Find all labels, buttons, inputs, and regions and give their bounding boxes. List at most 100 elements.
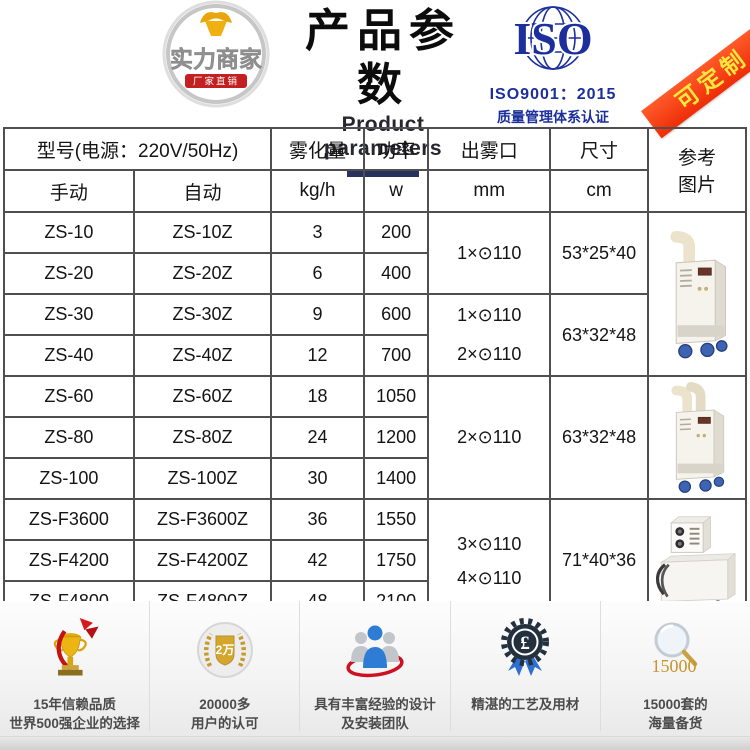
iso-cert-name: 质量管理体系认证 (497, 109, 609, 125)
model-manual: ZS-80 (3, 416, 135, 459)
medal-icon: 2万 (196, 622, 253, 678)
model-manual: ZS-100 (3, 457, 135, 500)
atomization-value: 30 (270, 457, 365, 500)
badge-text-line1: 具有丰富经验的设计 (314, 697, 436, 712)
badge-stock: 15000 15000套的 海量备货 (599, 601, 750, 731)
size-value: 53*25*40 (549, 211, 650, 295)
model-manual: ZS-30 (3, 293, 135, 336)
bull-head-icon (205, 21, 227, 36)
outlet-value: 1×⊙110 2×⊙110 (427, 293, 552, 377)
unit-outlet: mm (427, 169, 552, 213)
outlet-line: 4×⊙110 (457, 567, 522, 588)
table-row: ZS-20 ZS-20Z 6 400 (3, 252, 746, 295)
model-manual: ZS-40 (3, 334, 135, 377)
table-row: ZS-F4200 ZS-F4200Z 42 1750 (3, 539, 746, 582)
reference-image-group1 (647, 211, 747, 377)
size-value: 63*32*48 (549, 293, 650, 377)
table-row: ZS-30 ZS-30Z 9 600 1×⊙110 2×⊙110 63*32*4… (3, 293, 746, 377)
bull-horns-icon (200, 12, 232, 23)
iso-cert-number: ISO9001：2015 (489, 86, 617, 103)
unit-power: w (362, 169, 430, 213)
page-title: 产品参数 (304, 5, 461, 110)
power-value: 1200 (362, 416, 430, 459)
team-icon (346, 625, 404, 678)
atomization-value: 42 (270, 539, 365, 582)
atomization-value: 24 (270, 416, 365, 459)
outlet-line: 2×⊙110 (457, 344, 522, 364)
atomization-value: 12 (270, 334, 365, 377)
power-value: 1750 (362, 539, 430, 582)
model-manual: ZS-F4200 (3, 539, 135, 582)
model-manual: ZS-60 (3, 375, 135, 418)
table-row: ZS-10 ZS-10Z 3 200 1×⊙110 53*25*40 (3, 211, 747, 377)
reference-line2: 图片 (678, 175, 717, 196)
outlet-line: 3×⊙110 (457, 533, 522, 554)
badge-name-text: 实力商家 (170, 46, 262, 72)
table-row: ZS-100 ZS-100Z 30 1400 (3, 457, 746, 500)
caster-wheels-icon (678, 476, 725, 493)
medal-badge-text: 2万 (215, 643, 234, 657)
col-header-auto: 自动 (132, 169, 273, 213)
stock-count-text: 15000 (652, 656, 697, 676)
unit-size: cm (549, 169, 650, 213)
model-manual: ZS-20 (3, 252, 135, 295)
atomization-value: 3 (270, 211, 365, 254)
craft-medal-icon: £ (501, 618, 550, 676)
col-header-manual: 手动 (3, 169, 135, 213)
badge-text-line2: 用户的认可 (191, 716, 259, 731)
badge-banner-text: 厂家直销 (193, 76, 239, 88)
model-auto: ZS-60Z (132, 375, 273, 418)
badge-text-line1: 15000套的 (643, 697, 708, 712)
model-auto: ZS-F3600Z (132, 498, 273, 541)
model-auto: ZS-F4200Z (132, 539, 273, 582)
industrial-humidifier-image (655, 515, 737, 611)
model-auto: ZS-20Z (132, 252, 273, 295)
model-manual: ZS-10 (3, 211, 135, 254)
badge-text-line1: 20000多 (199, 697, 251, 712)
customizable-ribbon: 可定制 (641, 19, 750, 139)
model-manual: ZS-F3600 (3, 498, 135, 541)
iso-certification: ISO ISO9001：2015 质量管理体系认证 (486, 2, 620, 127)
reference-line1: 参考 (678, 148, 717, 169)
atomization-value: 18 (270, 375, 365, 418)
badge-text-line1: 15年信赖品质 (33, 697, 116, 712)
col-header-outlet: 出雾口 (427, 127, 552, 171)
col-header-reference: 参考 图片 (647, 127, 747, 213)
unit-atomization: kg/h (270, 169, 365, 213)
bottom-strip (0, 736, 750, 750)
badge-users: 2万 20000多 用户的认可 (149, 601, 299, 731)
outlet-line: 1×⊙110 (457, 305, 522, 325)
trophy-icon (53, 618, 99, 676)
badge-quality: 15年信赖品质 世界500强企业的选择 (0, 601, 149, 731)
col-header-power: 功率 (362, 127, 430, 171)
model-auto: ZS-30Z (132, 293, 273, 336)
model-auto: ZS-10Z (132, 211, 273, 254)
power-value: 1550 (362, 498, 430, 541)
pound-symbol: £ (520, 633, 530, 654)
power-value: 700 (362, 334, 430, 377)
iso-logo-text: ISO (513, 13, 592, 64)
badge-text-line2: 及安装团队 (341, 716, 409, 731)
model-auto: ZS-40Z (132, 334, 273, 377)
table-row: ZS-60 ZS-60Z 18 1050 2×⊙110 63*32*48 (3, 375, 747, 500)
badge-craftsmanship: £ 精湛的工艺及用材 (449, 601, 600, 731)
badge-text-line1: 精湛的工艺及用材 (471, 697, 580, 712)
single-nozzle-humidifier-image (670, 230, 728, 359)
reference-image-group2 (647, 375, 747, 500)
dual-nozzle-humidifier-image (671, 381, 725, 493)
atomization-value: 36 (270, 498, 365, 541)
badge-text-line2: 世界500强企业的选择 (9, 716, 140, 731)
power-value: 1400 (362, 457, 430, 500)
model-auto: ZS-80Z (132, 416, 273, 459)
caster-wheels-icon (678, 340, 728, 359)
outlet-value: 2×⊙110 (427, 375, 552, 500)
seller-badge-icon: 实力商家 厂家直销 (162, 0, 270, 108)
trust-badges-footer: 15年信赖品质 世界500强企业的选择 2万 20000多 用户的认可 (0, 601, 750, 737)
spec-table: 型号(电源：220V/50Hz) 雾化量 功率 出雾口 尺寸 参考 图片 手动 … (2, 127, 747, 623)
power-value: 400 (362, 252, 430, 295)
col-header-size: 尺寸 (549, 127, 650, 171)
outlet-value: 1×⊙110 (427, 211, 552, 295)
iso-globe-icon: ISO (511, 6, 595, 70)
power-value: 200 (362, 211, 430, 254)
stock-magnifier-icon: 15000 (652, 622, 698, 676)
